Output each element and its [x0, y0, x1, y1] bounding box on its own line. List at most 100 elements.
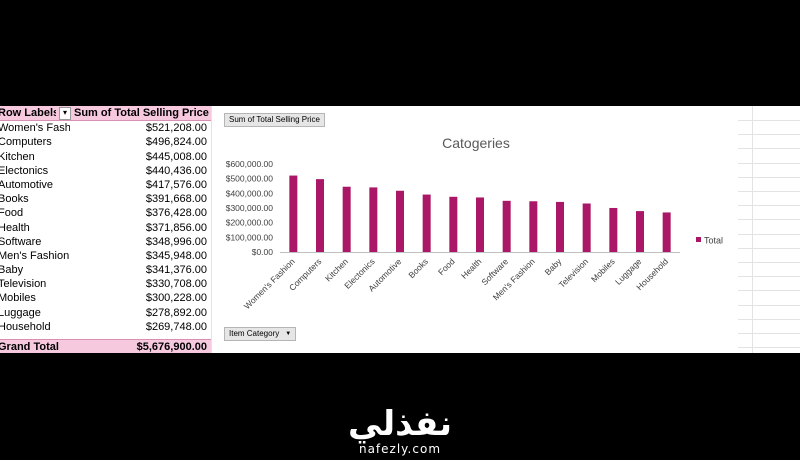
legend-label: Total: [704, 236, 723, 246]
pivot-row-value: $348,996.00: [145, 235, 207, 248]
pivot-table[interactable]: Row Labels ▾ Sum of Total Selling Price …: [0, 106, 211, 353]
pivot-row-label: Television: [0, 278, 47, 291]
pivot-row[interactable]: Men's Fashion $345,948.00: [0, 249, 211, 263]
x-tick-label: Books: [406, 256, 430, 280]
watermark: نفذلي nafezly.com: [0, 406, 800, 456]
pivot-row[interactable]: Software $348,996.00: [0, 235, 211, 249]
value-field-button[interactable]: Sum of Total Selling Price: [224, 113, 326, 127]
pivot-row[interactable]: Automotive $417,576.00: [0, 178, 211, 192]
chart-bar: [316, 179, 324, 252]
pivot-row-label: Women's Fashion: [0, 122, 70, 135]
chart-bar: [556, 201, 564, 252]
chart-bar: [449, 196, 458, 252]
grid-row-line: [738, 333, 800, 334]
pivot-row-value: $521,208.00: [145, 122, 207, 135]
grand-total-row[interactable]: Grand Total $5,676,900.00: [0, 339, 211, 353]
pivot-row-value: $330,708.00: [145, 278, 207, 291]
x-tick-label: Baby: [543, 256, 564, 277]
pivot-row-label: Software: [0, 235, 42, 248]
pivot-row-label: Luggage: [0, 306, 41, 319]
pivot-row[interactable]: Mobiles $300,228.00: [0, 291, 211, 305]
spreadsheet-area[interactable]: Row Labels ▾ Sum of Total Selling Price …: [0, 106, 800, 353]
grid-row-line: [738, 290, 800, 292]
axis-field-button[interactable]: Item Category ▼: [224, 327, 297, 341]
pivot-row[interactable]: Luggage $278,892.00: [0, 306, 211, 320]
chart-bar: [662, 212, 671, 252]
chart-bar: [396, 190, 404, 252]
sum-header[interactable]: Sum of Total Selling Price: [74, 107, 209, 119]
y-tick-label: $0.00: [252, 247, 274, 257]
pivot-row-label: Mobiles: [0, 292, 36, 305]
pivot-row-label: Health: [0, 221, 30, 234]
x-tick-label: Health: [459, 256, 484, 281]
grid-row-line: [738, 347, 800, 349]
pivot-row-value: $341,376.00: [145, 264, 207, 277]
pivot-row-label: Food: [0, 207, 24, 220]
pivot-row[interactable]: Kitchen $445,008.00: [0, 150, 211, 164]
chart-bar: [342, 186, 351, 252]
pivot-row[interactable]: Computers $496,824.00: [0, 135, 211, 149]
x-tick-label: Food: [436, 256, 457, 277]
pivot-row-value: $269,748.00: [145, 320, 207, 333]
grid-row-line: [738, 191, 800, 192]
grid-row-line: [738, 247, 800, 249]
axis-field-label: Item Category: [229, 329, 280, 338]
grid-column-line: [211, 106, 212, 353]
grid-row-line: [738, 304, 800, 306]
pivot-row-label: Kitchen: [0, 150, 35, 163]
grand-total-value: $5,676,900.00: [136, 341, 207, 353]
grand-total-label: Grand Total: [0, 341, 59, 353]
chevron-down-icon: ▼: [285, 331, 292, 337]
pivot-row-value: $376,428.00: [145, 207, 207, 220]
grid-row-line: [738, 318, 800, 320]
chart-bar: [369, 187, 378, 252]
legend-swatch: [696, 237, 701, 242]
pivot-row-label: Baby: [0, 264, 24, 277]
x-tick-label: Television: [557, 256, 591, 290]
grid-row-line: [738, 148, 800, 150]
grid-row-line: [738, 276, 800, 278]
pivot-row[interactable]: Baby $341,376.00: [0, 263, 211, 277]
pivot-rows: Women's Fashion $521,208.00 Computers $496,…: [0, 121, 211, 334]
pivot-row-value: $300,228.00: [145, 292, 207, 305]
chart-bar: [609, 207, 618, 252]
chart-title: Catogeries: [442, 135, 510, 151]
y-tick-label: $200,000.00: [226, 218, 274, 228]
pivot-row[interactable]: Electonics $440,436.00: [0, 164, 211, 178]
grid-row-line: [738, 233, 800, 235]
y-tick-label: $500,000.00: [226, 174, 274, 184]
y-tick-label: $400,000.00: [226, 188, 274, 198]
pivot-row-value: $278,892.00: [145, 306, 207, 319]
pivot-row[interactable]: Health $371,856.00: [0, 221, 211, 235]
brand-logo: نفذلي: [347, 404, 453, 444]
grid-row-line: [738, 205, 800, 207]
y-tick-label: $300,000.00: [226, 203, 274, 213]
pivot-row[interactable]: Television $330,708.00: [0, 277, 211, 291]
pivot-row-value: $391,668.00: [145, 193, 207, 206]
pivot-chart[interactable]: Sum of Total Selling Price Catogeries $0.…: [218, 106, 738, 353]
pivot-row[interactable]: Food $376,428.00: [0, 206, 211, 220]
pivot-row-label: Books: [0, 193, 29, 206]
chart-bar: [582, 203, 591, 252]
grid-row-line: [738, 162, 800, 164]
pivot-header-row[interactable]: Row Labels ▾ Sum of Total Selling Price: [0, 106, 211, 122]
pivot-row-value: $417,576.00: [145, 178, 207, 191]
pivot-row-label: Computers: [0, 136, 52, 149]
grid-row-line: [738, 262, 800, 263]
pivot-row-value: $345,948.00: [145, 249, 207, 262]
brand-url: nafezly.com: [358, 442, 442, 456]
chart-bar: [502, 200, 511, 252]
pivot-row[interactable]: Books $391,668.00: [0, 192, 211, 206]
filter-dropdown-icon[interactable]: ▾: [59, 107, 71, 120]
pivot-row-label: Electonics: [0, 164, 49, 177]
pivot-row-label: Men's Fashion: [0, 249, 70, 262]
pivot-row[interactable]: Household $269,748.00: [0, 320, 211, 334]
chart-bar: [636, 211, 644, 252]
pivot-row[interactable]: Women's Fashion $521,208.00: [0, 121, 211, 135]
chart-bar: [289, 175, 298, 252]
y-tick-label: $100,000.00: [226, 232, 274, 242]
row-labels-header[interactable]: Row Labels: [0, 107, 56, 119]
chart-bar: [476, 197, 484, 252]
grid-column-line: [752, 106, 753, 353]
pivot-row-label: Automotive: [0, 178, 54, 191]
